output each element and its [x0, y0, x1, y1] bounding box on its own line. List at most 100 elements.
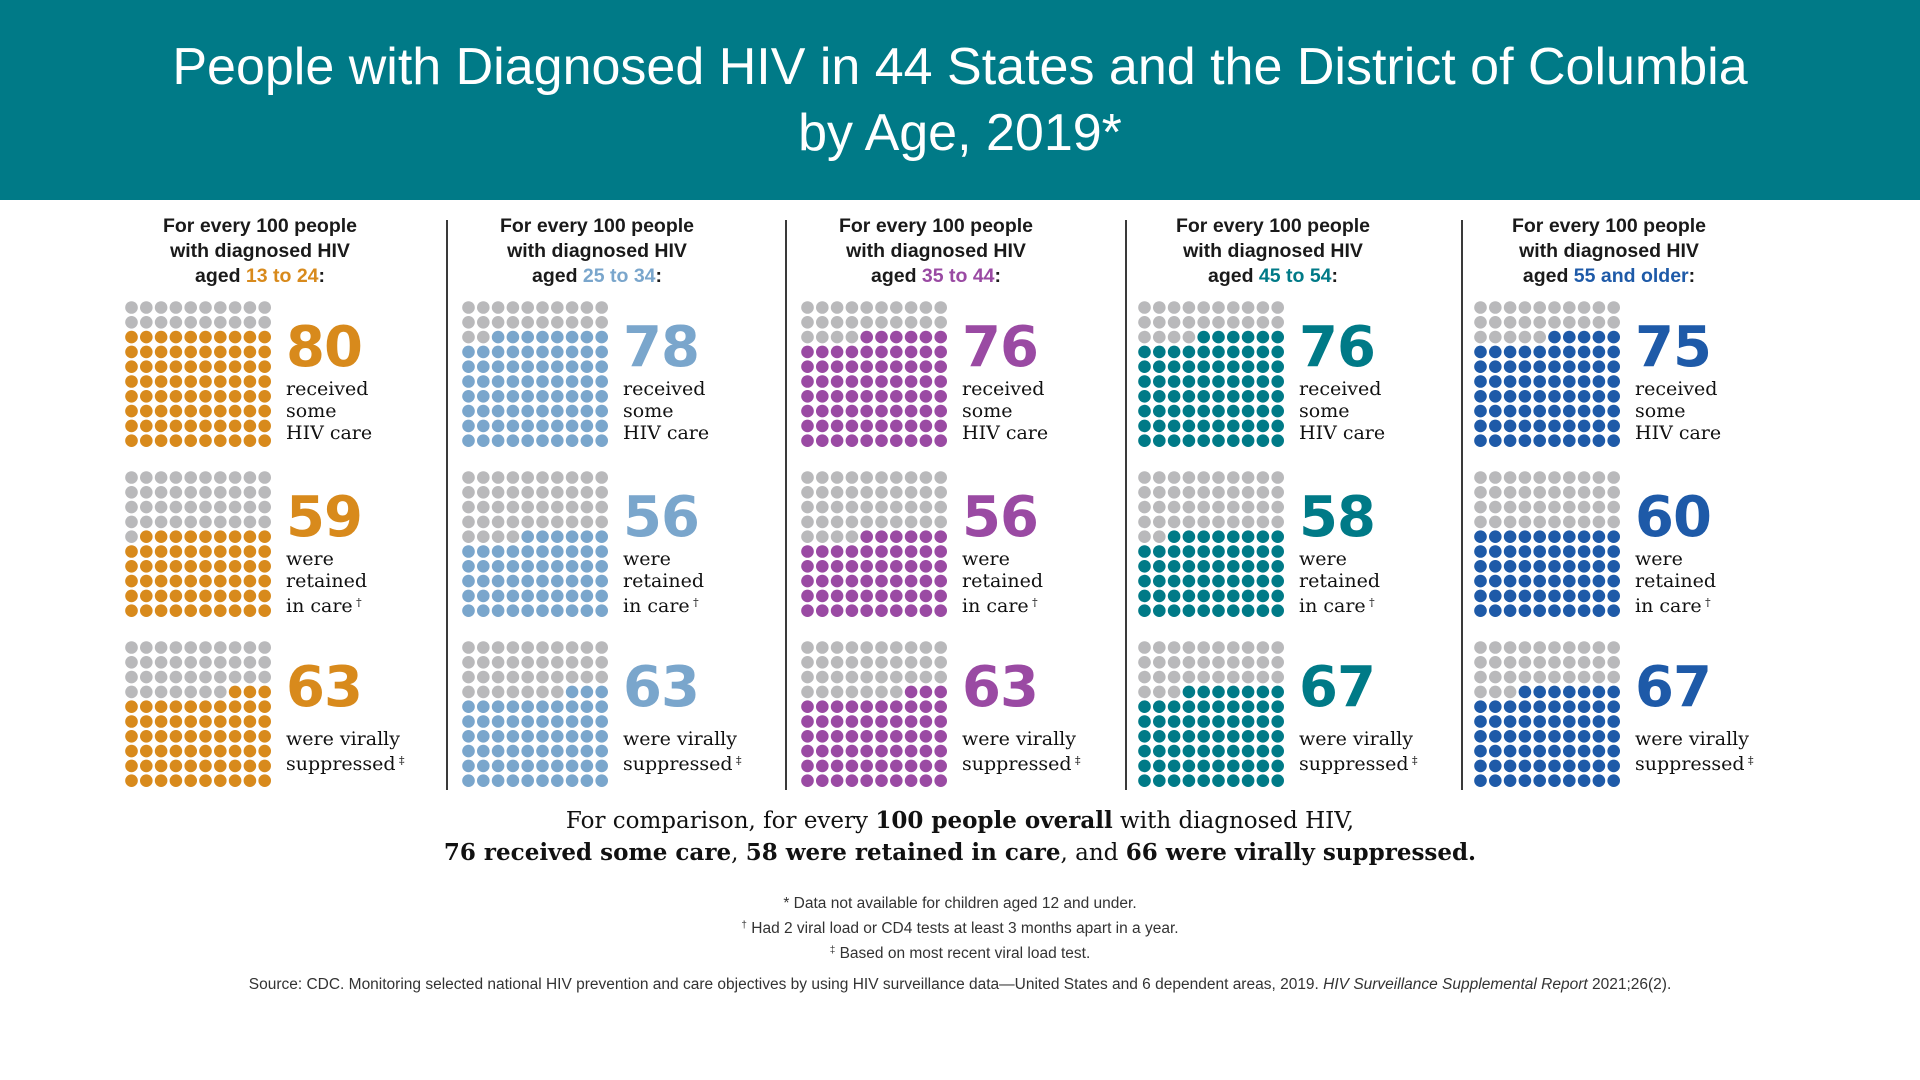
filled-dot — [1153, 574, 1166, 588]
empty-dot — [816, 471, 829, 484]
empty-dot — [875, 670, 888, 684]
empty-dot — [1563, 515, 1576, 529]
metric-value: 58 — [1299, 485, 1376, 550]
empty-dot — [1167, 670, 1181, 684]
empty-dot — [551, 515, 564, 529]
empty-dot — [1474, 471, 1487, 484]
empty-dot — [1474, 301, 1487, 314]
filled-dot — [243, 545, 257, 558]
empty-dot — [1167, 656, 1181, 669]
empty-dot — [830, 301, 844, 314]
filled-dot — [1533, 419, 1546, 433]
metric-label-line: were virally — [1299, 728, 1439, 750]
empty-dot — [125, 641, 138, 654]
filled-dot — [228, 774, 242, 787]
filled-dot — [1153, 545, 1166, 558]
filled-dot — [1503, 700, 1517, 713]
empty-dot — [919, 670, 933, 684]
filled-dot — [1271, 759, 1284, 773]
comparison-retained: 58 were retained in care — [745, 839, 1061, 866]
filled-dot — [1577, 345, 1591, 359]
filled-dot — [154, 375, 168, 388]
filled-dot — [184, 604, 197, 617]
filled-dot — [1489, 545, 1502, 558]
empty-dot — [890, 685, 903, 699]
filled-dot — [1548, 345, 1561, 359]
heading-line-3: aged 55 and older: — [1449, 264, 1769, 289]
filled-dot — [258, 589, 271, 603]
empty-dot — [1153, 500, 1166, 514]
column-heading: For every 100 people with diagnosed HIV ag… — [1449, 214, 1769, 289]
waffle-grid — [801, 301, 947, 447]
filled-dot — [551, 759, 564, 773]
filled-dot — [1256, 700, 1270, 713]
filled-dot — [140, 330, 153, 344]
filled-dot — [1592, 419, 1606, 433]
filled-dot — [860, 390, 873, 403]
filled-dot — [154, 774, 168, 787]
metric-label-text: HIV care — [1299, 422, 1386, 444]
filled-dot — [214, 390, 227, 403]
empty-dot — [934, 301, 947, 314]
filled-dot — [1489, 589, 1502, 603]
heading-suffix: : — [1331, 265, 1339, 287]
empty-dot — [521, 685, 534, 699]
filled-dot — [154, 715, 168, 728]
filled-dot — [1197, 730, 1210, 743]
filled-dot — [228, 560, 242, 573]
comparison-text-a: For comparison, for every — [565, 808, 876, 834]
metric-value: 63 — [623, 655, 700, 720]
filled-dot — [1563, 530, 1576, 543]
metric-label-text: HIV care — [962, 422, 1049, 444]
filled-dot — [565, 434, 579, 447]
empty-dot — [890, 670, 903, 684]
waffle-grid — [125, 301, 271, 447]
empty-dot — [1153, 486, 1166, 499]
age-range: 35 to 44 — [921, 265, 995, 287]
empty-dot — [845, 500, 859, 514]
filled-dot — [845, 700, 859, 713]
filled-dot — [462, 604, 475, 617]
filled-dot — [551, 560, 564, 573]
empty-dot — [875, 301, 888, 314]
filled-dot — [1256, 604, 1270, 617]
filled-dot — [1489, 345, 1502, 359]
filled-dot — [1138, 560, 1151, 573]
filled-dot — [243, 360, 257, 373]
filled-dot — [1607, 545, 1620, 558]
filled-dot — [214, 360, 227, 373]
filled-dot — [1548, 700, 1561, 713]
filled-dot — [506, 744, 520, 758]
metric-block: 78 received some HIV care — [437, 300, 757, 460]
filled-dot — [1533, 715, 1546, 728]
filled-dot — [1592, 360, 1606, 373]
filled-dot — [521, 560, 534, 573]
filled-dot — [491, 419, 505, 433]
filled-dot — [1577, 700, 1591, 713]
metric-label-line: HIV care — [1635, 422, 1775, 444]
filled-dot — [830, 360, 844, 373]
filled-dot — [565, 589, 579, 603]
empty-dot — [580, 515, 594, 529]
filled-dot — [228, 545, 242, 558]
filled-dot — [1489, 774, 1502, 787]
empty-dot — [551, 500, 564, 514]
filled-dot — [1271, 774, 1284, 787]
filled-dot — [536, 730, 549, 743]
empty-dot — [1138, 515, 1151, 529]
empty-dot — [1212, 486, 1225, 499]
empty-dot — [199, 486, 212, 499]
filled-dot — [199, 434, 212, 447]
filled-dot — [580, 700, 594, 713]
filled-dot — [1474, 774, 1487, 787]
empty-dot — [875, 471, 888, 484]
filled-dot — [1563, 345, 1576, 359]
filled-dot — [491, 574, 505, 588]
filled-dot — [1518, 715, 1532, 728]
age-group-column: For every 100 people with diagnosed HIV ag… — [437, 200, 757, 800]
filled-dot — [1474, 545, 1487, 558]
filled-dot — [565, 744, 579, 758]
filled-dot — [243, 330, 257, 344]
metric-label-line: retained — [1299, 570, 1439, 592]
filled-dot — [1167, 744, 1181, 758]
